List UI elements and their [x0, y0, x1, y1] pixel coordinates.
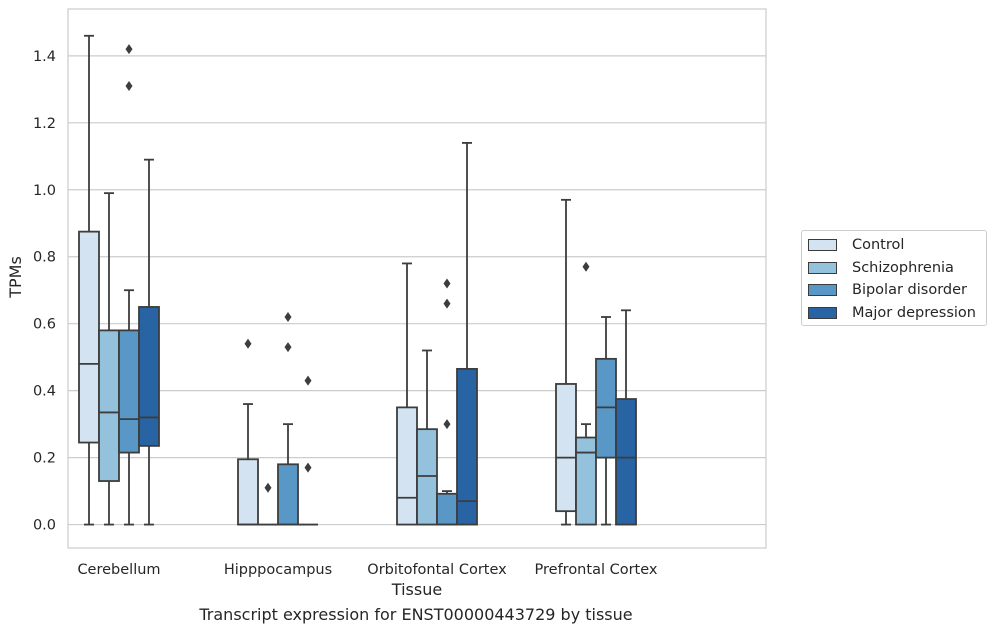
- legend-label: Schizophrenia: [852, 259, 954, 276]
- y-tick-label: 0.2: [33, 451, 56, 467]
- legend-item: Bipolar disorder: [808, 280, 967, 300]
- outlier-point: [125, 81, 133, 91]
- chart-caption: Transcript expression for ENST0000044372…: [199, 605, 633, 624]
- box-iqr: [277, 463, 299, 526]
- legend-swatch: [808, 306, 837, 319]
- box-iqr: [615, 398, 637, 526]
- box-major-depression: [615, 309, 637, 526]
- box-bipolar-disorder: [436, 278, 458, 526]
- box-iqr: [138, 306, 160, 447]
- boxes: [78, 34, 637, 526]
- box-iqr: [456, 367, 478, 526]
- box-iqr: [396, 406, 418, 526]
- y-tick-label: 0.0: [33, 518, 56, 534]
- y-tick-label: 0.6: [33, 317, 56, 333]
- box-iqr: [575, 436, 597, 526]
- x-tick-label: Prefrontal Cortex: [535, 562, 658, 578]
- box-schizophrenia: [416, 349, 438, 526]
- y-axis-label: TPMs: [6, 256, 25, 299]
- x-tick-label: Hipppocampus: [224, 562, 332, 578]
- legend-item: Control: [808, 235, 904, 255]
- box-bipolar-disorder: [277, 312, 299, 526]
- outlier-point: [304, 462, 312, 473]
- box-major-depression: [138, 158, 160, 526]
- y-tick-label: 1.2: [33, 116, 56, 132]
- outlier-point: [125, 44, 133, 55]
- legend-swatch: [808, 261, 837, 274]
- gridlines: [68, 55, 766, 526]
- box-schizophrenia: [258, 482, 278, 526]
- legend: Control Schizophrenia Bipolar disorder Majo…: [801, 230, 987, 326]
- legend-item: Schizophrenia: [808, 258, 954, 278]
- legend-label: Major depression: [852, 304, 976, 321]
- x-tick-label: Orbitofontal Cortex: [367, 562, 507, 578]
- box-bipolar-disorder: [595, 316, 617, 526]
- box-iqr: [98, 329, 120, 482]
- box-major-depression: [298, 375, 318, 526]
- box-iqr: [436, 492, 458, 526]
- box-control: [237, 338, 259, 526]
- outlier-point: [284, 312, 292, 322]
- outlier-point: [284, 342, 292, 353]
- outlier-point: [264, 482, 272, 493]
- y-tick-label: 1.0: [33, 183, 56, 199]
- box-bipolar-disorder: [118, 44, 140, 526]
- outlier-point: [443, 419, 451, 430]
- box-major-depression: [456, 142, 478, 526]
- box-iqr: [118, 329, 140, 454]
- y-tick-label: 0.4: [33, 384, 56, 400]
- x-axis-label: Tissue: [391, 580, 442, 599]
- box-control: [78, 34, 100, 526]
- y-tick-label: 0.8: [33, 250, 56, 266]
- box-iqr: [78, 230, 100, 444]
- box-schizophrenia: [575, 261, 597, 526]
- x-tick-label: Cerebellum: [77, 562, 160, 578]
- y-tick-label: 1.4: [33, 49, 56, 65]
- legend-swatch: [808, 284, 837, 296]
- legend-item: Major depression: [808, 303, 976, 323]
- box-iqr: [555, 383, 577, 513]
- x-tick-labels: Cerebellum Hipppocampus Orbitofontal Corte…: [77, 562, 657, 578]
- outlier-point: [582, 261, 590, 272]
- outlier-point: [304, 375, 312, 386]
- box-iqr: [237, 458, 259, 526]
- outlier-point: [443, 298, 451, 309]
- y-tick-labels: 0.0 0.2 0.4 0.6 0.8 1.0 1.2 1.4: [33, 49, 56, 534]
- legend-label: Control: [852, 237, 905, 253]
- outlier-point: [244, 338, 252, 349]
- outlier-point: [443, 278, 451, 289]
- legend-swatch: [808, 239, 837, 251]
- legend-label: Bipolar disorder: [852, 282, 967, 298]
